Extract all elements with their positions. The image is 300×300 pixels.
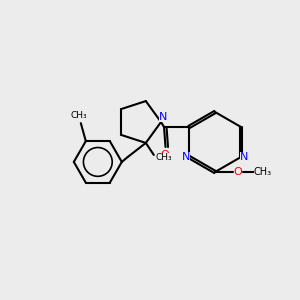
Text: N: N [182,152,190,162]
Text: O: O [160,150,169,160]
Text: N: N [159,112,167,122]
Text: CH₃: CH₃ [70,111,87,120]
Text: CH₃: CH₃ [254,167,272,177]
Text: CH₃: CH₃ [155,153,172,162]
Text: O: O [234,167,242,177]
Text: N: N [240,152,248,162]
